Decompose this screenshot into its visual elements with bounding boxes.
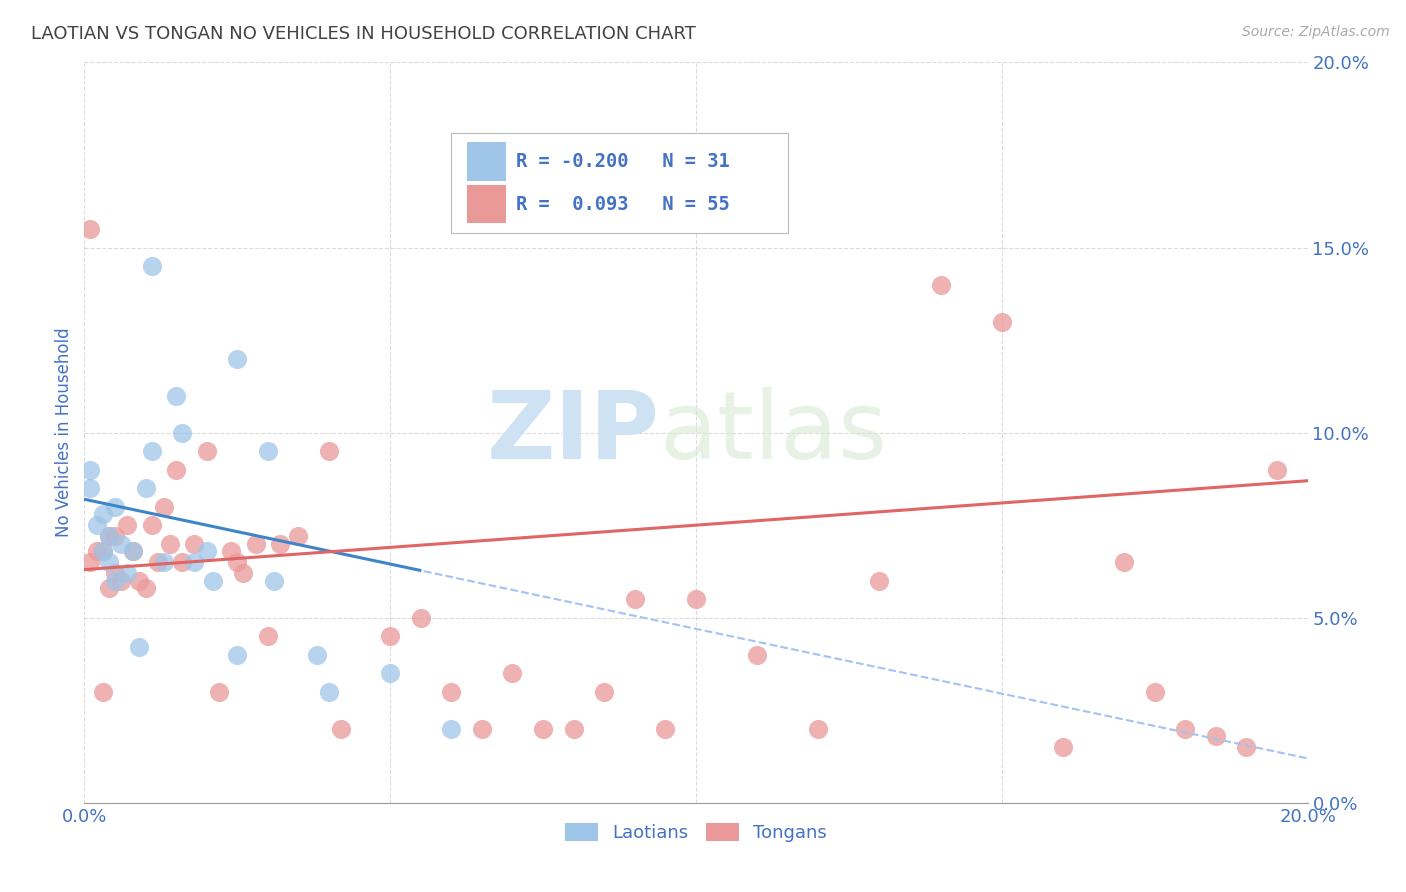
Point bbox=[807, 722, 830, 736]
Point bbox=[287, 529, 309, 543]
Point bbox=[79, 222, 101, 236]
Point bbox=[440, 722, 463, 736]
Point bbox=[91, 507, 114, 521]
Point bbox=[502, 666, 524, 681]
Point bbox=[135, 481, 157, 495]
Point bbox=[201, 574, 224, 588]
Point bbox=[104, 574, 127, 588]
Point bbox=[115, 566, 138, 581]
Point bbox=[128, 640, 150, 655]
Point bbox=[440, 685, 463, 699]
Point bbox=[97, 529, 120, 543]
Text: R =  0.093   N = 55: R = 0.093 N = 55 bbox=[516, 194, 730, 213]
Point bbox=[654, 722, 676, 736]
Point bbox=[183, 536, 205, 550]
Point bbox=[79, 462, 101, 476]
Text: atlas: atlas bbox=[659, 386, 887, 479]
Point bbox=[104, 566, 127, 581]
Point bbox=[86, 518, 108, 533]
Point bbox=[128, 574, 150, 588]
Point bbox=[1114, 555, 1136, 569]
Point bbox=[380, 629, 402, 643]
Point bbox=[195, 444, 218, 458]
Point bbox=[257, 444, 280, 458]
Point bbox=[747, 648, 769, 662]
Point bbox=[263, 574, 285, 588]
Point bbox=[1205, 729, 1227, 743]
Point bbox=[91, 544, 114, 558]
Point bbox=[141, 259, 163, 273]
Point bbox=[86, 544, 108, 558]
Legend: Laotians, Tongans: Laotians, Tongans bbox=[558, 815, 834, 849]
Point bbox=[929, 277, 952, 292]
Point bbox=[409, 610, 432, 624]
Point bbox=[305, 648, 328, 662]
Point bbox=[153, 555, 176, 569]
Point bbox=[869, 574, 891, 588]
Point bbox=[471, 722, 494, 736]
FancyBboxPatch shape bbox=[467, 143, 506, 180]
Point bbox=[991, 314, 1014, 328]
Point bbox=[226, 648, 249, 662]
Y-axis label: No Vehicles in Household: No Vehicles in Household bbox=[55, 327, 73, 538]
Point bbox=[318, 444, 340, 458]
Point bbox=[1174, 722, 1197, 736]
FancyBboxPatch shape bbox=[451, 133, 787, 233]
Point bbox=[1236, 740, 1258, 755]
Point bbox=[91, 544, 114, 558]
Point bbox=[141, 444, 163, 458]
Point bbox=[1265, 462, 1288, 476]
Point bbox=[97, 581, 120, 595]
Point bbox=[593, 685, 616, 699]
Point bbox=[141, 518, 163, 533]
Point bbox=[685, 592, 707, 607]
Point bbox=[208, 685, 231, 699]
Point bbox=[1143, 685, 1166, 699]
Point bbox=[380, 666, 402, 681]
Text: LAOTIAN VS TONGAN NO VEHICLES IN HOUSEHOLD CORRELATION CHART: LAOTIAN VS TONGAN NO VEHICLES IN HOUSEHO… bbox=[31, 25, 696, 43]
Point bbox=[165, 388, 187, 402]
Point bbox=[110, 574, 132, 588]
Point bbox=[159, 536, 181, 550]
Point bbox=[245, 536, 267, 550]
Point bbox=[115, 518, 138, 533]
Point bbox=[153, 500, 176, 514]
Point bbox=[318, 685, 340, 699]
Point bbox=[1052, 740, 1074, 755]
Point bbox=[624, 592, 647, 607]
Point bbox=[172, 425, 194, 440]
Point bbox=[531, 722, 554, 736]
Point bbox=[104, 529, 127, 543]
Point bbox=[97, 555, 120, 569]
Point bbox=[135, 581, 157, 595]
Text: R = -0.200   N = 31: R = -0.200 N = 31 bbox=[516, 152, 730, 171]
Point bbox=[122, 544, 145, 558]
Point bbox=[562, 722, 585, 736]
Point bbox=[226, 555, 249, 569]
FancyBboxPatch shape bbox=[467, 185, 506, 223]
Point bbox=[110, 536, 132, 550]
Point bbox=[104, 500, 127, 514]
Text: ZIP: ZIP bbox=[486, 386, 659, 479]
Point bbox=[165, 462, 187, 476]
Point bbox=[79, 555, 101, 569]
Point bbox=[219, 544, 242, 558]
Point bbox=[79, 481, 101, 495]
Point bbox=[91, 685, 114, 699]
Point bbox=[122, 544, 145, 558]
Text: Source: ZipAtlas.com: Source: ZipAtlas.com bbox=[1241, 25, 1389, 39]
Point bbox=[269, 536, 291, 550]
Point bbox=[183, 555, 205, 569]
Point bbox=[146, 555, 169, 569]
Point bbox=[330, 722, 353, 736]
Point bbox=[195, 544, 218, 558]
Point bbox=[97, 529, 120, 543]
Point bbox=[562, 148, 585, 162]
Point bbox=[232, 566, 254, 581]
Point bbox=[257, 629, 280, 643]
Point bbox=[226, 351, 249, 366]
Point bbox=[172, 555, 194, 569]
